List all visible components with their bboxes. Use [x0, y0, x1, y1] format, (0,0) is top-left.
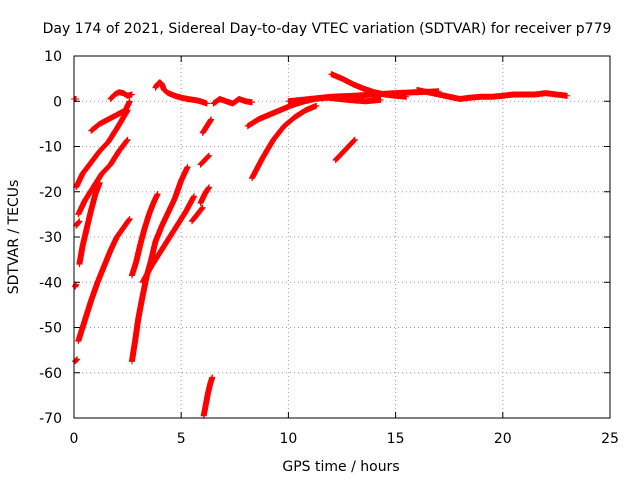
y-tick-label: -10 — [39, 140, 62, 156]
data-point-markers — [414, 86, 571, 102]
series-arc-20 — [199, 116, 215, 136]
data-point-markers — [210, 96, 255, 107]
data-point-markers — [107, 89, 135, 102]
series-arc-17 — [188, 204, 206, 225]
data-point-markers — [73, 218, 83, 229]
data-point-markers — [75, 136, 131, 218]
series-arc-15 — [152, 163, 191, 245]
x-axis-label: GPS time / hours — [282, 459, 399, 475]
series-arc-23 — [249, 102, 320, 182]
chart-title: Day 174 of 2021, Sidereal Day-to-day VTE… — [43, 21, 612, 37]
data-points — [71, 71, 571, 419]
data-point-markers — [332, 136, 358, 164]
series-arc-21 — [200, 374, 216, 419]
series-arc-27 — [414, 86, 571, 102]
series-arc-5 — [73, 107, 131, 191]
series-arc-19 — [197, 152, 213, 168]
x-tick-label: 25 — [601, 431, 619, 447]
series-arc-7 — [75, 136, 131, 218]
series-arc-4 — [210, 96, 255, 107]
data-point-markers — [152, 79, 210, 107]
data-point-markers — [197, 152, 213, 168]
data-point-markers — [72, 356, 81, 365]
data-point-markers — [88, 98, 133, 134]
series-arc-14 — [128, 191, 161, 279]
y-tick-label: -60 — [39, 366, 62, 382]
y-tick-label: -50 — [39, 321, 62, 337]
x-tick-label: 20 — [494, 431, 512, 447]
data-point-markers — [76, 179, 103, 268]
data-point-markers — [73, 107, 131, 191]
data-point-markers — [188, 204, 206, 225]
series-arc-6 — [88, 98, 133, 134]
x-tick-label: 5 — [177, 431, 186, 447]
series-arc-9 — [76, 179, 103, 268]
y-tick-label: 0 — [53, 94, 62, 110]
x-tick-label: 15 — [387, 431, 405, 447]
data-point-markers — [249, 102, 320, 182]
y-tick-label: -30 — [39, 230, 62, 246]
axis-ticks: 0 5 10 15 20 25 -70 -60 -50 -40 -30 -20 -10 0 10 — [39, 49, 619, 447]
data-point-markers — [197, 184, 213, 207]
series-arc-18 — [197, 184, 213, 207]
data-point-markers — [72, 281, 80, 290]
x-tick-label: 10 — [279, 431, 297, 447]
series-arc-12 — [72, 356, 81, 365]
series-arc-2 — [107, 89, 135, 102]
y-tick-label: -40 — [39, 275, 62, 291]
data-point-markers — [152, 163, 191, 245]
y-tick-label: -70 — [39, 411, 62, 427]
series-arc-24 — [332, 136, 358, 164]
y-tick-label: 10 — [44, 49, 62, 65]
series-arc-10 — [72, 281, 80, 290]
series-arc-3 — [152, 79, 210, 107]
y-tick-label: -20 — [39, 185, 62, 201]
x-tick-label: 0 — [70, 431, 79, 447]
data-point-markers — [75, 215, 133, 345]
data-point-markers — [128, 191, 161, 279]
series-arc-11 — [75, 215, 133, 345]
y-axis-label: SDTVAR / TECUs — [6, 180, 22, 295]
data-point-markers — [200, 374, 216, 419]
series-arc-8 — [73, 218, 83, 229]
series-arc-16 — [139, 193, 198, 286]
data-point-markers — [139, 193, 198, 286]
data-point-markers — [199, 116, 215, 136]
